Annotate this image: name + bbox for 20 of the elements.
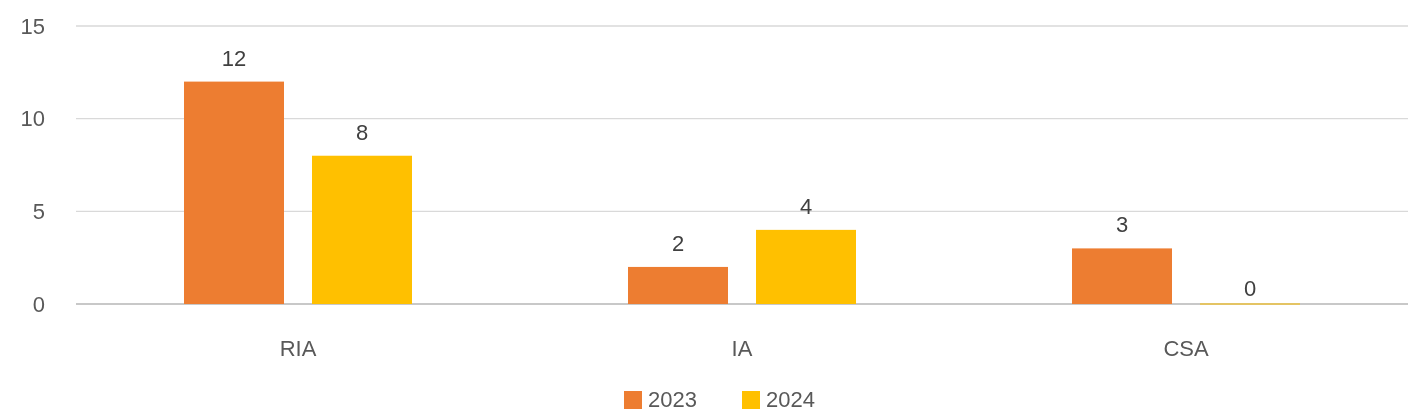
bar	[312, 155, 412, 304]
bar	[756, 229, 856, 304]
x-tick-label: RIA	[279, 336, 317, 361]
data-label: 3	[1115, 212, 1129, 238]
y-tick-label: 10	[20, 106, 45, 132]
data-label: 2	[671, 230, 685, 256]
bar	[628, 266, 728, 304]
legend-label: 2023	[648, 387, 697, 412]
legend-label: 2024	[766, 387, 815, 412]
x-tick-label: IA	[731, 336, 753, 361]
y-tick-label: 0	[32, 291, 45, 317]
y-tick-label: 5	[32, 199, 45, 225]
y-tick-label: 15	[20, 13, 45, 39]
x-tick-label: CSA	[1163, 336, 1209, 361]
data-label: 8	[355, 119, 369, 145]
bar	[1072, 248, 1172, 304]
bar	[184, 81, 284, 304]
data-label: 4	[799, 193, 813, 219]
data-label: 0	[1243, 276, 1257, 301]
data-label: 12	[221, 45, 247, 71]
